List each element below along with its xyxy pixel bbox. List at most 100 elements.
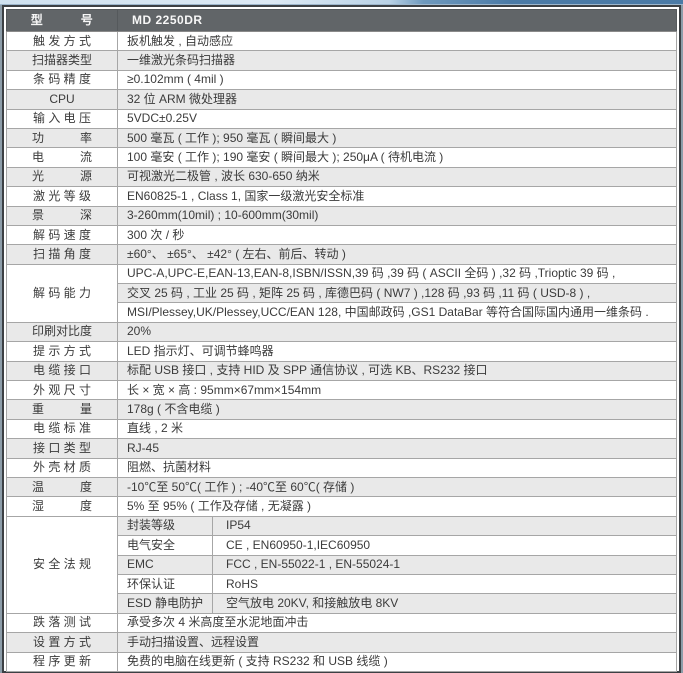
model-label: 型 号 <box>6 9 118 32</box>
spec-value: EN60825-1 , Class 1, 国家一级激光安全标准 <box>117 186 677 207</box>
spec-row: CPU 32 位 ARM 微处理器 <box>6 89 677 110</box>
spec-row: 条 码 精 度 ≥0.102mm ( 4mil ) <box>6 69 677 91</box>
spec-label: 激 光 等 级 <box>6 186 118 207</box>
spec-row: 扫 描 角 度 ±60°、 ±65°、 ±42° ( 左右、前后、转动 ) <box>6 244 677 265</box>
spec-label: 电 流 <box>6 147 118 168</box>
spec-value: 100 毫安 ( 工作 ); 190 毫安 ( 瞬间最大 ); 250μA ( … <box>117 147 677 168</box>
spec-value: 直线 , 2 米 <box>117 418 677 440</box>
spec-label: 程 序 更 新 <box>6 651 118 672</box>
safety-sub-value: CE , EN60950-1,IEC60950 <box>212 535 677 556</box>
decode-line: 交叉 25 码 , 工业 25 码 , 矩阵 25 码 , 库德巴码 ( NW7… <box>117 283 677 304</box>
spec-row: 激 光 等 级 EN60825-1 , Class 1, 国家一级激光安全标准 <box>6 186 677 207</box>
spec-label: 扫 描 角 度 <box>6 244 118 265</box>
spec-label: 提 示 方 式 <box>6 341 118 362</box>
spec-value: 500 毫瓦 ( 工作 ); 950 毫瓦 ( 瞬间最大 ) <box>117 127 677 149</box>
safety-row: 电气安全 CE , EN60950-1,IEC60950 <box>7 535 677 556</box>
spec-row: 景 深 3-260mm(10mil) ; 10-600mm(30mil) <box>6 205 677 226</box>
safety-row: 安 全 法 规 封装等级 IP54 <box>6 515 677 614</box>
spec-label: 光 源 <box>6 166 118 188</box>
decode-label: 解 码 能 力 <box>6 263 118 323</box>
decode-line: MSI/Plessey,UK/Plessey,UCC/EAN 128, 中国邮政… <box>117 302 677 323</box>
spec-row: 外 观 尺 寸 长 × 宽 × 高 : 95mm×67mm×154mm <box>6 380 677 401</box>
spec-value: 3-260mm(10mil) ; 10-600mm(30mil) <box>117 205 677 226</box>
decode-line: UPC-A,UPC-E,EAN-13,EAN-8,ISBN/ISSN,39 码 … <box>117 263 677 285</box>
spec-sheet-panel: 型 号 MD 2250DR 触 发 方 式 扳机触发 , 自动感应 扫描器类型 … <box>2 5 681 673</box>
safety-sub-value: FCC , EN-55022-1 , EN-55024-1 <box>212 554 677 575</box>
spec-row: 输 入 电 压 5VDC±0.25V <box>6 108 677 129</box>
spec-label: 电 缆 接 口 <box>6 360 118 382</box>
spec-label: 外 壳 材 质 <box>6 457 118 478</box>
spec-label: 功 率 <box>6 127 118 149</box>
spec-label: 重 量 <box>6 399 118 420</box>
spec-row: 跌 落 测 试 承受多次 4 米高度至水泥地面冲击 <box>6 612 677 634</box>
safety-sub-label: 封装等级 <box>117 515 213 537</box>
spec-label: 跌 落 测 试 <box>6 612 118 634</box>
spec-row: 电 流 100 毫安 ( 工作 ); 190 毫安 ( 瞬间最大 ); 250μ… <box>6 147 677 168</box>
spec-label: CPU <box>6 89 118 110</box>
spec-row: 湿 度 5% 至 95% ( 工作及存储 , 无凝露 ) <box>6 496 677 517</box>
safety-sub-label: 环保认证 <box>117 573 213 595</box>
spec-row: 重 量 178g ( 不含电缆 ) <box>6 399 677 420</box>
spec-value: ±60°、 ±65°、 ±42° ( 左右、前后、转动 ) <box>117 244 677 265</box>
spec-value: LED 指示灯、可调节蜂鸣器 <box>117 341 677 362</box>
spec-label: 湿 度 <box>6 496 118 517</box>
spec-value: 5VDC±0.25V <box>117 108 677 129</box>
model-header-row: 型 号 MD 2250DR <box>6 9 677 32</box>
spec-value: 手动扫描设置、远程设置 <box>117 632 677 653</box>
spec-label: 条 码 精 度 <box>6 69 118 91</box>
spec-label: 触 发 方 式 <box>6 30 118 52</box>
spec-value: 承受多次 4 米高度至水泥地面冲击 <box>117 612 677 634</box>
spec-label: 外 观 尺 寸 <box>6 380 118 401</box>
safety-label: 安 全 法 规 <box>6 515 118 614</box>
decode-row: 解 码 能 力 UPC-A,UPC-E,EAN-13,EAN-8,ISBN/IS… <box>6 263 677 323</box>
spec-value: 32 位 ARM 微处理器 <box>117 89 677 110</box>
spec-row: 温 度 -10℃至 50℃( 工作 ) ; -40℃至 60℃( 存储 ) <box>6 476 677 498</box>
spec-label: 温 度 <box>6 476 118 498</box>
safety-sub-value: IP54 <box>212 515 677 537</box>
safety-sub-label: ESD 静电防护 <box>117 593 213 614</box>
spec-label: 输 入 电 压 <box>6 108 118 129</box>
spec-value: 20% <box>117 321 677 343</box>
spec-row: 电 缆 标 准 直线 , 2 米 <box>6 418 677 440</box>
model-value: MD 2250DR <box>117 9 677 32</box>
spec-row: 程 序 更 新 免费的电脑在线更新 ( 支持 RS232 和 USB 线缆 ) <box>6 651 677 672</box>
safety-row: ESD 静电防护 空气放电 20KV, 和接触放电 8KV <box>7 593 677 614</box>
spec-label: 电 缆 标 准 <box>6 418 118 440</box>
spec-value: 一维激光条码扫描器 <box>117 50 677 71</box>
spec-value: 标配 USB 接口 , 支持 HID 及 SPP 通信协议 , 可选 KB、RS… <box>117 360 677 382</box>
spec-value: -10℃至 50℃( 工作 ) ; -40℃至 60℃( 存储 ) <box>117 476 677 498</box>
spec-label: 扫描器类型 <box>6 50 118 71</box>
spec-value: 5% 至 95% ( 工作及存储 , 无凝露 ) <box>117 496 677 517</box>
spec-row: 功 率 500 毫瓦 ( 工作 ); 950 毫瓦 ( 瞬间最大 ) <box>6 127 677 149</box>
spec-label: 印刷对比度 <box>6 321 118 343</box>
top-blue-strip <box>0 0 683 5</box>
spec-row: 光 源 可视激光二极管 , 波长 630-650 纳米 <box>6 166 677 188</box>
safety-sub-label: 电气安全 <box>117 535 213 556</box>
safety-sub-value: RoHS <box>212 573 677 595</box>
spec-value: RJ-45 <box>117 438 677 459</box>
decode-row: MSI/Plessey,UK/Plessey,UCC/EAN 128, 中国邮政… <box>7 302 677 323</box>
spec-value: 178g ( 不含电缆 ) <box>117 399 677 420</box>
spec-label: 接 口 类 型 <box>6 438 118 459</box>
spec-value: 阻燃、抗菌材料 <box>117 457 677 478</box>
spec-value: 可视激光二极管 , 波长 630-650 纳米 <box>117 166 677 188</box>
spec-value: 扳机触发 , 自动感应 <box>117 30 677 52</box>
spec-table: 型 号 MD 2250DR 触 发 方 式 扳机触发 , 自动感应 扫描器类型 … <box>6 9 677 672</box>
spec-row: 设 置 方 式 手动扫描设置、远程设置 <box>6 632 677 653</box>
spec-value: ≥0.102mm ( 4mil ) <box>117 69 677 91</box>
safety-sub-value: 空气放电 20KV, 和接触放电 8KV <box>212 593 677 614</box>
safety-row: 环保认证 RoHS <box>7 573 677 595</box>
spec-row: 外 壳 材 质 阻燃、抗菌材料 <box>6 457 677 478</box>
spec-label: 设 置 方 式 <box>6 632 118 653</box>
decode-row: 交叉 25 码 , 工业 25 码 , 矩阵 25 码 , 库德巴码 ( NW7… <box>7 283 677 304</box>
spec-row: 扫描器类型 一维激光条码扫描器 <box>6 50 677 71</box>
spec-value: 免费的电脑在线更新 ( 支持 RS232 和 USB 线缆 ) <box>117 651 677 672</box>
spec-row: 接 口 类 型 RJ-45 <box>6 438 677 459</box>
spec-row: 电 缆 接 口 标配 USB 接口 , 支持 HID 及 SPP 通信协议 , … <box>6 360 677 382</box>
spec-label: 解 码 速 度 <box>6 224 118 246</box>
safety-sub-label: EMC <box>117 554 213 575</box>
spec-value: 长 × 宽 × 高 : 95mm×67mm×154mm <box>117 380 677 401</box>
spec-row: 触 发 方 式 扳机触发 , 自动感应 <box>6 30 677 52</box>
spec-row: 解 码 速 度 300 次 / 秒 <box>6 224 677 246</box>
